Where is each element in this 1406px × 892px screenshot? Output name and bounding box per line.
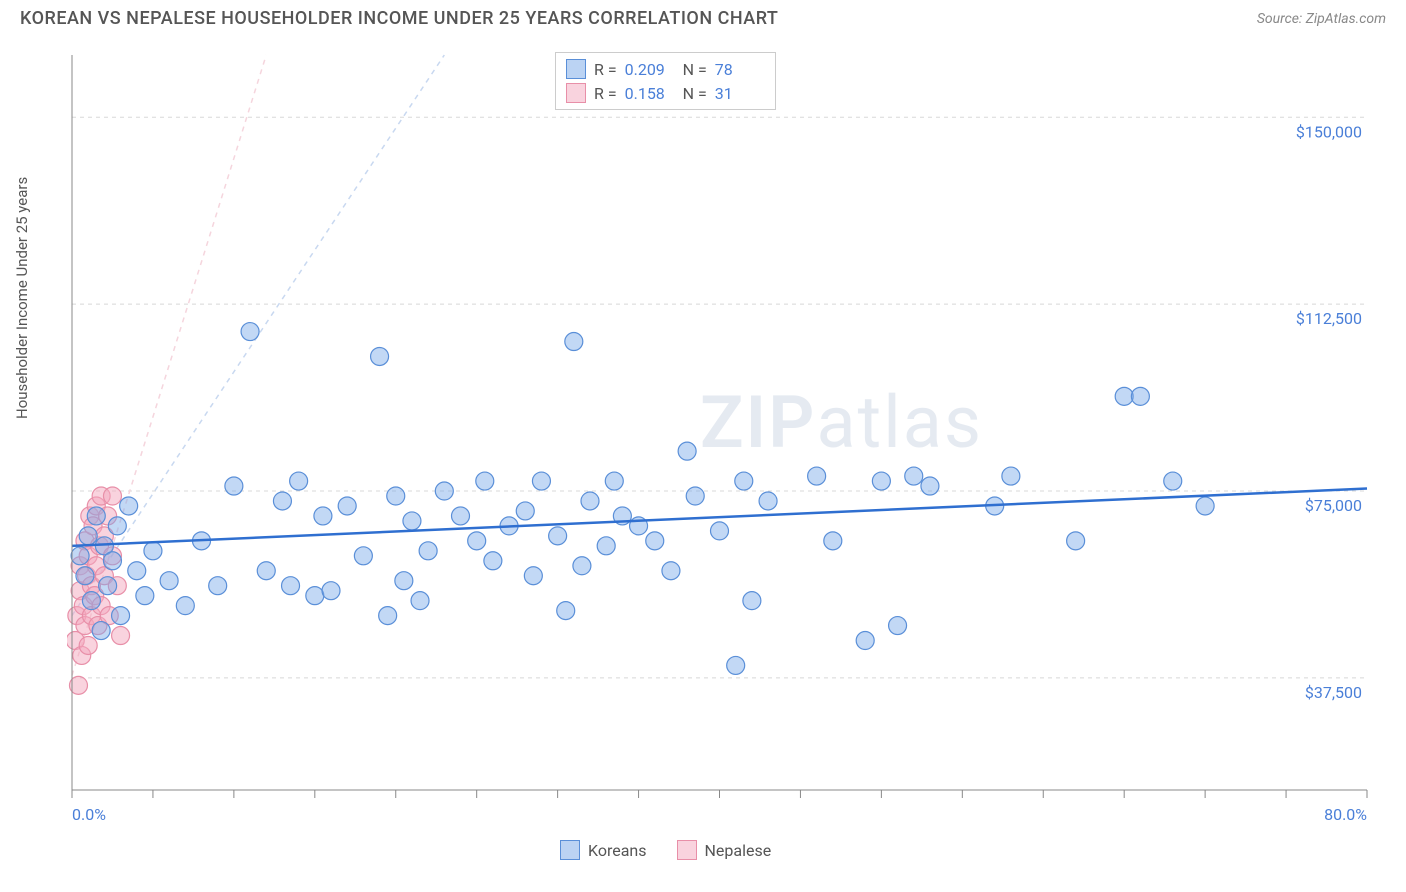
- legend-swatch-nepalese-icon: [677, 840, 697, 860]
- legend-item-koreans: Koreans: [560, 840, 647, 860]
- svg-text:$37,500: $37,500: [1305, 683, 1362, 702]
- svg-text:$150,000: $150,000: [1296, 122, 1362, 141]
- stat-n-label: N =: [683, 60, 707, 79]
- stat-r-value-nepalese: 0.158: [625, 84, 675, 103]
- y-axis-label: Householder Income Under 25 years: [13, 177, 31, 419]
- swatch-nepalese-icon: [566, 83, 586, 103]
- source-label: Source: ZipAtlas.com: [1257, 11, 1386, 27]
- stat-r-label: R =: [594, 60, 617, 79]
- legend-label-nepalese: Nepalese: [705, 841, 772, 860]
- stat-n-value-nepalese: 31: [715, 84, 765, 103]
- stats-row-nepalese: R = 0.158 N = 31: [566, 81, 765, 105]
- svg-text:$75,000: $75,000: [1305, 496, 1362, 515]
- legend-label-koreans: Koreans: [588, 841, 647, 860]
- legend-item-nepalese: Nepalese: [677, 840, 772, 860]
- scatter-chart: $37,500 $75,000 $112,500 $150,000 0.0% 80.0%: [67, 50, 1387, 830]
- stat-r-value-koreans: 0.209: [625, 60, 675, 79]
- stat-r-label: R =: [594, 84, 617, 103]
- stat-n-value-koreans: 78: [715, 60, 765, 79]
- legend: Koreans Nepalese: [560, 840, 771, 860]
- stat-n-label: N =: [683, 84, 707, 103]
- chart-title: KOREAN VS NEPALESE HOUSEHOLDER INCOME UN…: [20, 8, 778, 29]
- chart-area: $37,500 $75,000 $112,500 $150,000 0.0% 80.0%: [67, 50, 1387, 830]
- svg-text:$112,500: $112,500: [1296, 309, 1362, 328]
- svg-text:0.0%: 0.0%: [72, 805, 106, 824]
- swatch-koreans-icon: [566, 59, 586, 79]
- stats-row-koreans: R = 0.209 N = 78: [566, 57, 765, 81]
- stats-box: R = 0.209 N = 78 R = 0.158 N = 31: [555, 52, 776, 110]
- svg-text:80.0%: 80.0%: [1324, 805, 1367, 824]
- legend-swatch-koreans-icon: [560, 840, 580, 860]
